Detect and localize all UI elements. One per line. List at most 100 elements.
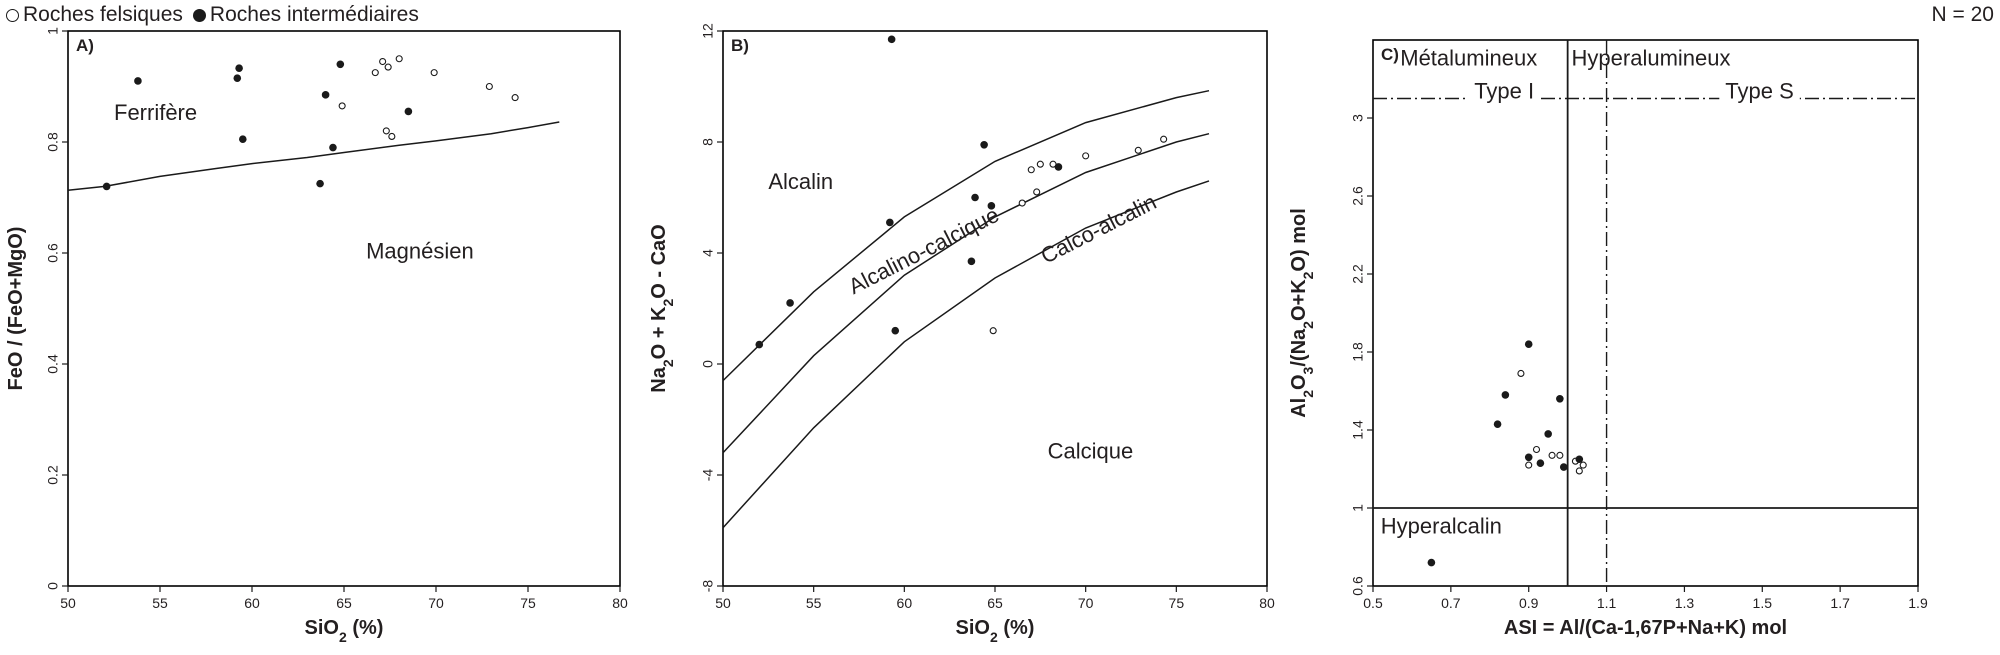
label-knockout (1468, 76, 1541, 106)
y-tick-label: 0 (45, 582, 61, 590)
panel-a-feo-mgo: 50 55 60 65 70 75 80 0 0.2 0.4 0.6 0.8 1 SiO2 (%) FeO … (5, 27, 628, 645)
data-point-intermediate (1524, 340, 1533, 349)
data-point-intermediate (1536, 459, 1545, 467)
legend: Roches felsiques Roches intermédiaires (6, 2, 419, 28)
data-point-felsic (371, 69, 379, 77)
plot-frame (722, 30, 1268, 587)
panel-label: A) (76, 36, 94, 55)
data-point-felsic (1082, 152, 1090, 160)
field-label: Alcalin (768, 169, 833, 194)
x-tick-label: 75 (520, 595, 536, 611)
label-knockout (1719, 76, 1800, 106)
x-tick-label: 80 (1259, 595, 1275, 611)
panel-label: C) (1381, 45, 1399, 64)
data-point-felsic (1525, 461, 1533, 469)
y-tick-label: 3 (1350, 114, 1366, 122)
y-tick-label: 0.2 (45, 465, 61, 485)
y-tick-label: 1.8 (1350, 342, 1366, 362)
y-tick-label: 1 (1350, 504, 1366, 512)
y-tick-label: 0.6 (45, 243, 61, 263)
data-point-intermediate (235, 64, 243, 72)
legend-filled-label: Roches intermédiaires (209, 3, 419, 26)
data-point-intermediate (971, 193, 979, 202)
data-point-felsic (379, 57, 387, 66)
data-point-felsic (1033, 188, 1041, 196)
x-tick-label: 0.7 (1441, 595, 1461, 611)
y-tick-label: 8 (700, 138, 716, 146)
data-point-intermediate (1501, 391, 1510, 399)
data-point-felsic (1579, 461, 1587, 469)
data-point-felsic (1548, 451, 1556, 459)
field-label: Calcique (1048, 438, 1134, 463)
field-label: Métalumineux (1400, 45, 1537, 70)
y-tick-label: -4 (700, 469, 716, 482)
data-point-felsic (382, 127, 390, 135)
data-point-intermediate (1524, 453, 1533, 462)
data-point-felsic (485, 82, 493, 91)
x-tick-label: 70 (428, 595, 444, 611)
boundary-line (67, 121, 560, 192)
y-axis-label: FeO / (FeO+MgO) (5, 227, 27, 391)
x-tick-label: 75 (1169, 595, 1185, 611)
data-point-intermediate (336, 60, 345, 69)
data-point-felsic (384, 63, 392, 71)
data-point-felsic (1027, 166, 1035, 174)
data-point-intermediate (1575, 455, 1584, 464)
data-point-felsic (1018, 199, 1026, 207)
data-point-intermediate (239, 135, 247, 144)
data-point-intermediate (102, 182, 111, 191)
sample-count: N = 20 (1931, 3, 1994, 26)
data-point-intermediate (967, 257, 976, 266)
y-tick-label: 0 (700, 360, 716, 368)
filled-circle-icon (192, 8, 206, 22)
x-tick-label: 60 (897, 595, 913, 611)
field-label: Hyperalumineux (1572, 45, 1731, 70)
panel-label: B) (731, 36, 749, 55)
legend-open-label: Roches felsiques (23, 3, 183, 26)
data-point-felsic (511, 94, 519, 102)
data-point-intermediate (1544, 430, 1552, 438)
x-tick-label: 0.5 (1363, 595, 1383, 611)
data-point-felsic (1575, 467, 1583, 475)
data-point-felsic (388, 132, 396, 140)
x-tick-label: 60 (244, 595, 260, 611)
data-point-intermediate (755, 340, 764, 349)
data-point-felsic (338, 102, 346, 110)
x-tick-label: 1.3 (1675, 595, 1695, 611)
y-tick-label: 0.6 (1350, 576, 1366, 596)
data-point-felsic (1532, 445, 1541, 454)
data-point-intermediate (887, 35, 896, 44)
field-label: Hyperalcalin (1381, 513, 1502, 538)
y-tick-label: 4 (700, 249, 716, 257)
data-point-intermediate (987, 202, 996, 210)
data-point-intermediate (1054, 163, 1063, 171)
data-point-felsic (1036, 160, 1044, 168)
panel-c-asi: 0.5 0.7 0.9 1.1 1.3 1.5 1.7 1.9 0.6 1 1.4 1.8 2.2 2.6… (1288, 39, 1928, 639)
field-label: Calco-alcalin (1037, 189, 1161, 268)
x-tick-label: 55 (806, 595, 822, 611)
field-label: Alcalino-calcique (844, 202, 1002, 299)
plot-frame (1372, 39, 1919, 587)
x-tick-label: 50 (60, 595, 76, 611)
boundary-line (722, 132, 1210, 454)
data-point-intermediate (980, 140, 988, 149)
y-tick-label: 1.4 (1350, 420, 1366, 440)
y-tick-label: 0.4 (45, 354, 61, 374)
field-label: Type I (1474, 79, 1534, 104)
data-point-intermediate (786, 299, 794, 307)
x-tick-label: 50 (715, 595, 731, 611)
y-axis-label: Na2O + K2O - CaO (648, 224, 676, 392)
x-tick-label: 1.7 (1830, 595, 1850, 611)
y-tick-label: 2.2 (1350, 264, 1366, 284)
data-point-intermediate (321, 91, 330, 99)
open-circle-icon (6, 8, 19, 22)
y-tick-label: 1 (45, 27, 61, 35)
data-point-intermediate (134, 77, 142, 85)
y-tick-label: 0.8 (45, 132, 61, 152)
x-tick-label: 80 (612, 595, 628, 611)
x-tick-label: 0.9 (1519, 595, 1539, 611)
data-point-felsic (1160, 135, 1168, 143)
data-point-intermediate (329, 143, 337, 152)
field-label: Type S (1725, 79, 1793, 104)
y-tick-label: 2.6 (1350, 186, 1366, 206)
